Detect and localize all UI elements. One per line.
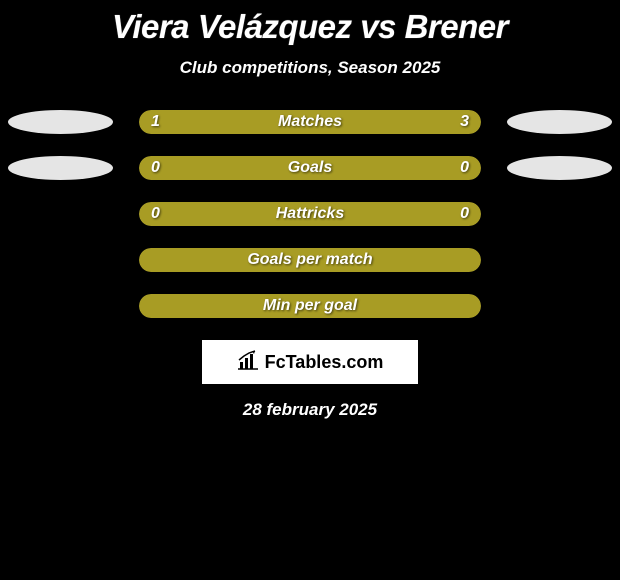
stat-bar: 13Matches xyxy=(139,110,481,134)
title: Viera Velázquez vs Brener xyxy=(0,8,620,46)
logo-text: FcTables.com xyxy=(265,352,384,373)
stat-label: Hattricks xyxy=(139,202,481,226)
rows-holder: 13Matches 00Goals 00Hattricks Goals per mat… xyxy=(0,110,620,318)
stat-bar: 00Goals xyxy=(139,156,481,180)
stat-bar: 00Hattricks xyxy=(139,202,481,226)
logo-box[interactable]: FcTables.com xyxy=(202,340,418,384)
player-right-indicator xyxy=(507,156,612,180)
stat-bar: Min per goal xyxy=(139,294,481,318)
stat-label: Min per goal xyxy=(139,294,481,318)
player-left-indicator xyxy=(8,110,113,134)
player-right-indicator xyxy=(507,110,612,134)
stat-row: 13Matches xyxy=(0,110,620,134)
stat-label: Matches xyxy=(139,110,481,134)
subtitle: Club competitions, Season 2025 xyxy=(0,58,620,78)
stat-row: 00Hattricks xyxy=(0,202,620,226)
comparison-card: Viera Velázquez vs Brener Club competiti… xyxy=(0,0,620,580)
player-left-indicator xyxy=(8,156,113,180)
stat-row: Goals per match xyxy=(0,248,620,272)
stat-label: Goals xyxy=(139,156,481,180)
stat-row: Min per goal xyxy=(0,294,620,318)
stat-row: 00Goals xyxy=(0,156,620,180)
date: 28 february 2025 xyxy=(0,400,620,420)
stat-bar: Goals per match xyxy=(139,248,481,272)
stat-label: Goals per match xyxy=(139,248,481,272)
bar-chart-icon xyxy=(237,350,259,375)
